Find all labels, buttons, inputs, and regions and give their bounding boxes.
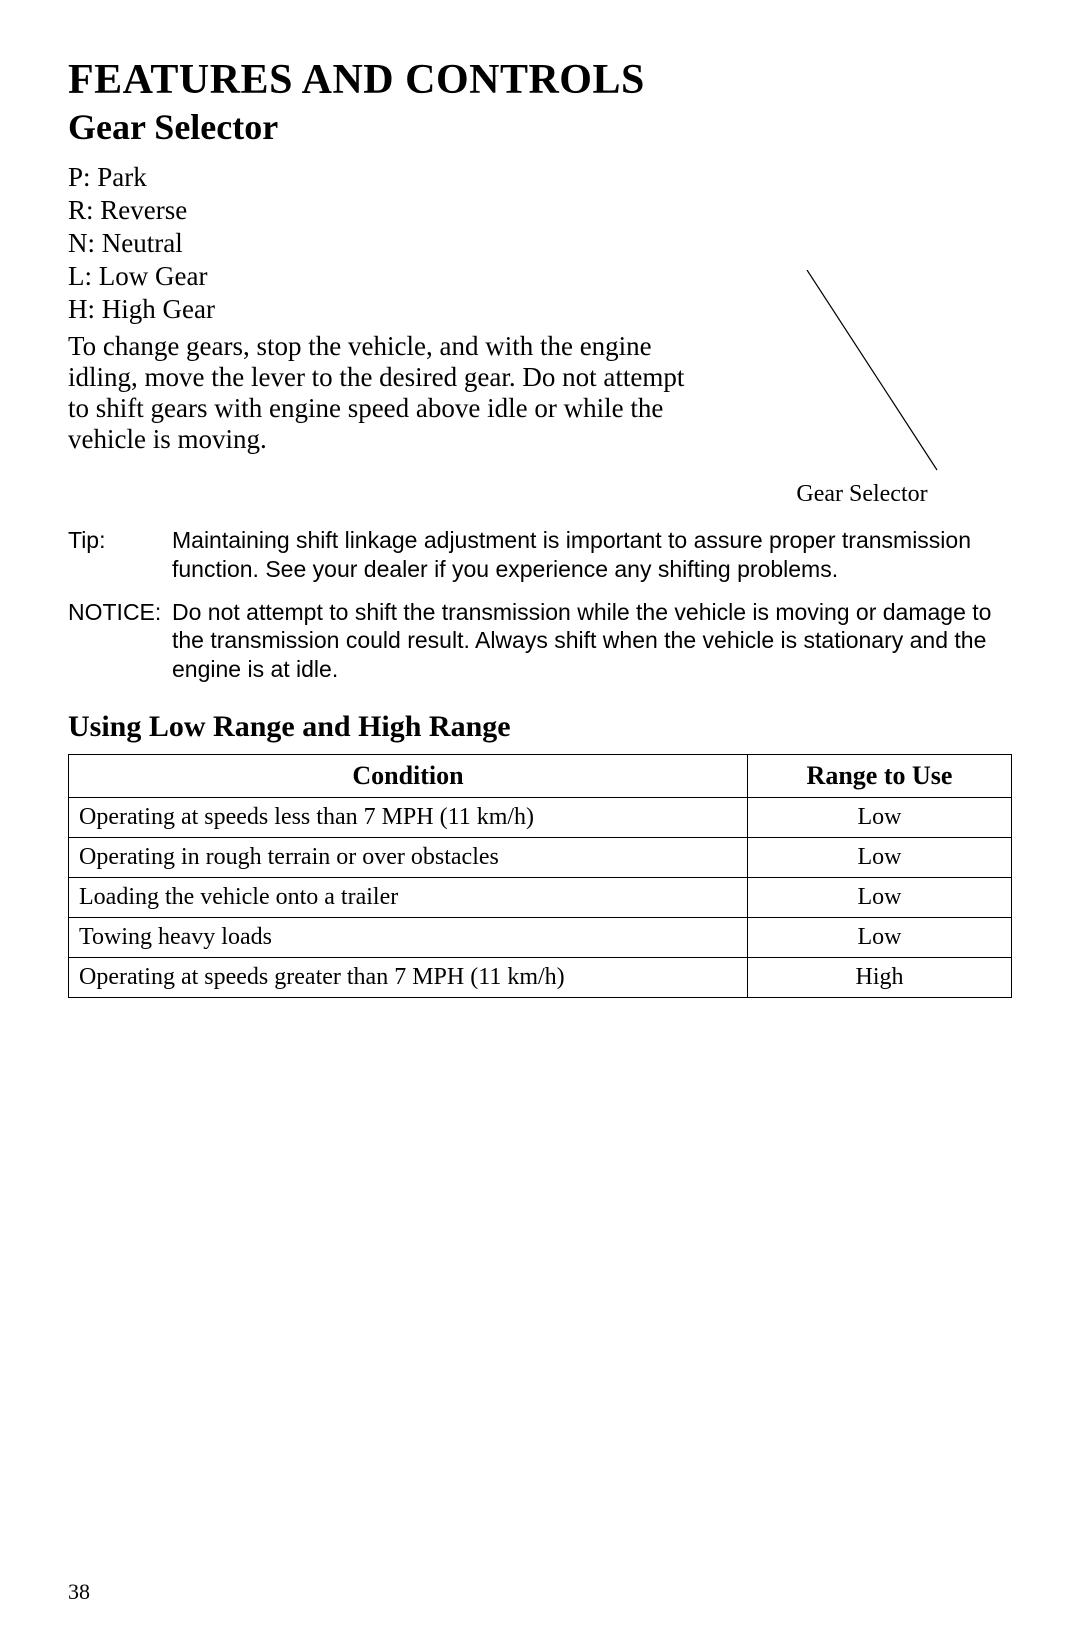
table-header-row: Condition Range to Use (69, 754, 1012, 797)
tip-row: Tip: Maintaining shift linkage adjustmen… (68, 526, 1012, 584)
cell-condition: Operating at speeds less than 7 MPH (11 … (69, 797, 748, 837)
table-row: Loading the vehicle onto a trailer Low (69, 877, 1012, 917)
section-subtitle: Gear Selector (68, 106, 1012, 148)
notice-label: NOTICE: (68, 598, 172, 684)
range-table: Condition Range to Use Operating at spee… (68, 754, 1012, 998)
table-row: Operating at speeds greater than 7 MPH (… (69, 957, 1012, 997)
intro-text: P: Park R: Reverse N: Neutral L: Low Gea… (68, 160, 688, 455)
figure-column: Gear Selector (712, 270, 1012, 508)
gear-item: P: Park (68, 162, 688, 193)
tip-label: Tip: (68, 526, 172, 584)
page: FEATURES AND CONTROLS Gear Selector P: P… (0, 0, 1080, 1645)
cell-condition: Towing heavy loads (69, 917, 748, 957)
cell-condition: Operating in rough terrain or over obsta… (69, 837, 748, 877)
notice-row: NOTICE: Do not attempt to shift the tran… (68, 598, 1012, 684)
figure-caption: Gear Selector (796, 481, 927, 508)
change-gears-paragraph: To change gears, stop the vehicle, and w… (68, 331, 688, 455)
gear-item: N: Neutral (68, 228, 688, 259)
callout-line (807, 270, 937, 470)
table-row: Operating at speeds less than 7 MPH (11 … (69, 797, 1012, 837)
page-number: 38 (68, 1579, 90, 1605)
col-condition: Condition (69, 754, 748, 797)
table-row: Towing heavy loads Low (69, 917, 1012, 957)
notice-body: Do not attempt to shift the transmission… (172, 598, 1012, 684)
range-heading: Using Low Range and High Range (68, 710, 1012, 744)
gear-item: H: High Gear (68, 294, 688, 325)
tip-body: Maintaining shift linkage adjustment is … (172, 526, 1012, 584)
intro-row: P: Park R: Reverse N: Neutral L: Low Gea… (68, 160, 1012, 508)
col-range: Range to Use (747, 754, 1011, 797)
cell-condition: Operating at speeds greater than 7 MPH (… (69, 957, 748, 997)
notes-block: Tip: Maintaining shift linkage adjustmen… (68, 526, 1012, 684)
table-row: Operating in rough terrain or over obsta… (69, 837, 1012, 877)
gear-item: R: Reverse (68, 195, 688, 226)
cell-condition: Loading the vehicle onto a trailer (69, 877, 748, 917)
gear-item: L: Low Gear (68, 261, 688, 292)
cell-range: High (747, 957, 1011, 997)
gear-selector-line-icon (747, 270, 977, 475)
cell-range: Low (747, 797, 1011, 837)
page-title: FEATURES AND CONTROLS (68, 56, 1012, 104)
cell-range: Low (747, 917, 1011, 957)
cell-range: Low (747, 877, 1011, 917)
cell-range: Low (747, 837, 1011, 877)
